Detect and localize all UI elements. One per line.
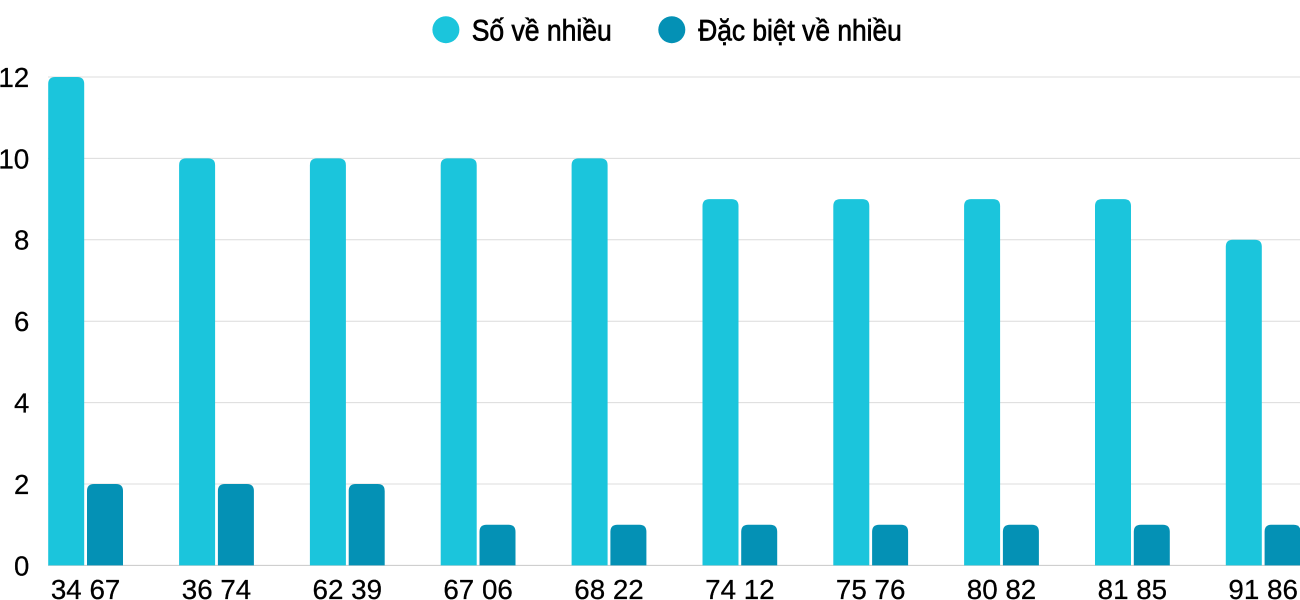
svg-text:12: 12 <box>0 62 29 93</box>
svg-text:81 85: 81 85 <box>1098 574 1168 600</box>
svg-text:2: 2 <box>14 469 29 500</box>
svg-text:68 22: 68 22 <box>574 574 644 600</box>
svg-text:6: 6 <box>14 306 29 337</box>
svg-text:80 82: 80 82 <box>967 574 1037 600</box>
svg-text:8: 8 <box>14 225 29 256</box>
svg-text:36 74: 36 74 <box>182 574 252 600</box>
svg-text:Số về nhiều: Số về nhiều <box>472 15 612 48</box>
svg-text:Đặc biệt về nhiều: Đặc biệt về nhiều <box>698 15 902 48</box>
svg-text:67 06: 67 06 <box>443 574 513 600</box>
svg-text:10: 10 <box>0 143 29 174</box>
svg-text:91 86: 91 86 <box>1228 574 1298 600</box>
svg-text:62 39: 62 39 <box>313 574 383 600</box>
svg-text:34 67: 34 67 <box>51 574 121 600</box>
svg-text:75 76: 75 76 <box>836 574 906 600</box>
svg-text:0: 0 <box>14 550 29 581</box>
svg-text:4: 4 <box>14 388 29 419</box>
svg-text:74 12: 74 12 <box>705 574 775 600</box>
